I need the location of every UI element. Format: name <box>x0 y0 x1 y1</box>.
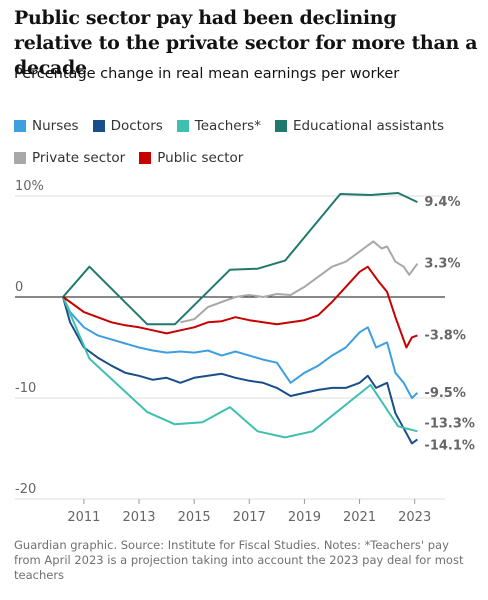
legend-swatch <box>14 120 26 132</box>
legend-item: Doctors <box>92 118 163 134</box>
legend: Nurses Doctors Teachers* Educational assist… <box>14 118 474 166</box>
legend-label: Doctors <box>110 118 163 134</box>
legend-item: Public sector <box>139 150 243 166</box>
y-tick-label: -10 <box>15 381 36 396</box>
y-tick-label: 0 <box>15 280 23 295</box>
end-label: -13.3% <box>424 416 475 431</box>
x-tick-label: 2017 <box>233 510 266 525</box>
series-line <box>180 240 419 324</box>
legend-swatch <box>14 152 26 164</box>
y-tick-label: -20 <box>15 482 36 497</box>
legend-item: Nurses <box>14 118 79 134</box>
x-tick-label: 2023 <box>398 510 431 525</box>
legend-label: Nurses <box>32 118 79 134</box>
legend-item: Educational assistants <box>274 118 445 134</box>
end-label: -3.8% <box>424 328 465 343</box>
legend-label: Public sector <box>157 150 244 166</box>
legend-swatch <box>176 120 189 132</box>
x-tick-label: 2019 <box>288 510 321 525</box>
end-label: -14.1% <box>424 438 475 453</box>
end-label: 9.4% <box>424 195 460 210</box>
chart-title: Public sector pay had been declining rel… <box>14 7 478 79</box>
x-tick-label: 2021 <box>343 510 376 525</box>
series-line <box>62 265 418 349</box>
chart: -20 -10 0 10% 2011 2013 2015 2017 2019 2021 2023 -9… <box>15 179 475 525</box>
x-tick-label: 2011 <box>67 510 100 525</box>
legend-item: Private sector <box>14 150 125 166</box>
y-tick-label: 10% <box>15 179 44 194</box>
legend-swatch <box>139 152 152 164</box>
series-line <box>62 296 418 439</box>
end-label: 3.3% <box>424 257 460 272</box>
legend-label: Private sector <box>32 150 126 166</box>
source-note: Guardian graphic. Source: Institute for … <box>14 538 464 582</box>
series-line <box>62 296 419 399</box>
legend-label: Educational assistants <box>292 118 445 134</box>
series-line <box>62 296 418 445</box>
series-line <box>62 192 418 326</box>
x-tick-label: 2013 <box>122 510 155 525</box>
legend-label: Teachers* <box>194 118 261 134</box>
chart-subtitle: Percentage change in real mean earnings … <box>14 66 400 82</box>
end-label: -9.5% <box>424 386 465 401</box>
x-tick-label: 2015 <box>178 510 211 525</box>
legend-swatch <box>92 120 105 132</box>
legend-swatch <box>274 120 287 132</box>
legend-item: Teachers* <box>176 118 261 134</box>
